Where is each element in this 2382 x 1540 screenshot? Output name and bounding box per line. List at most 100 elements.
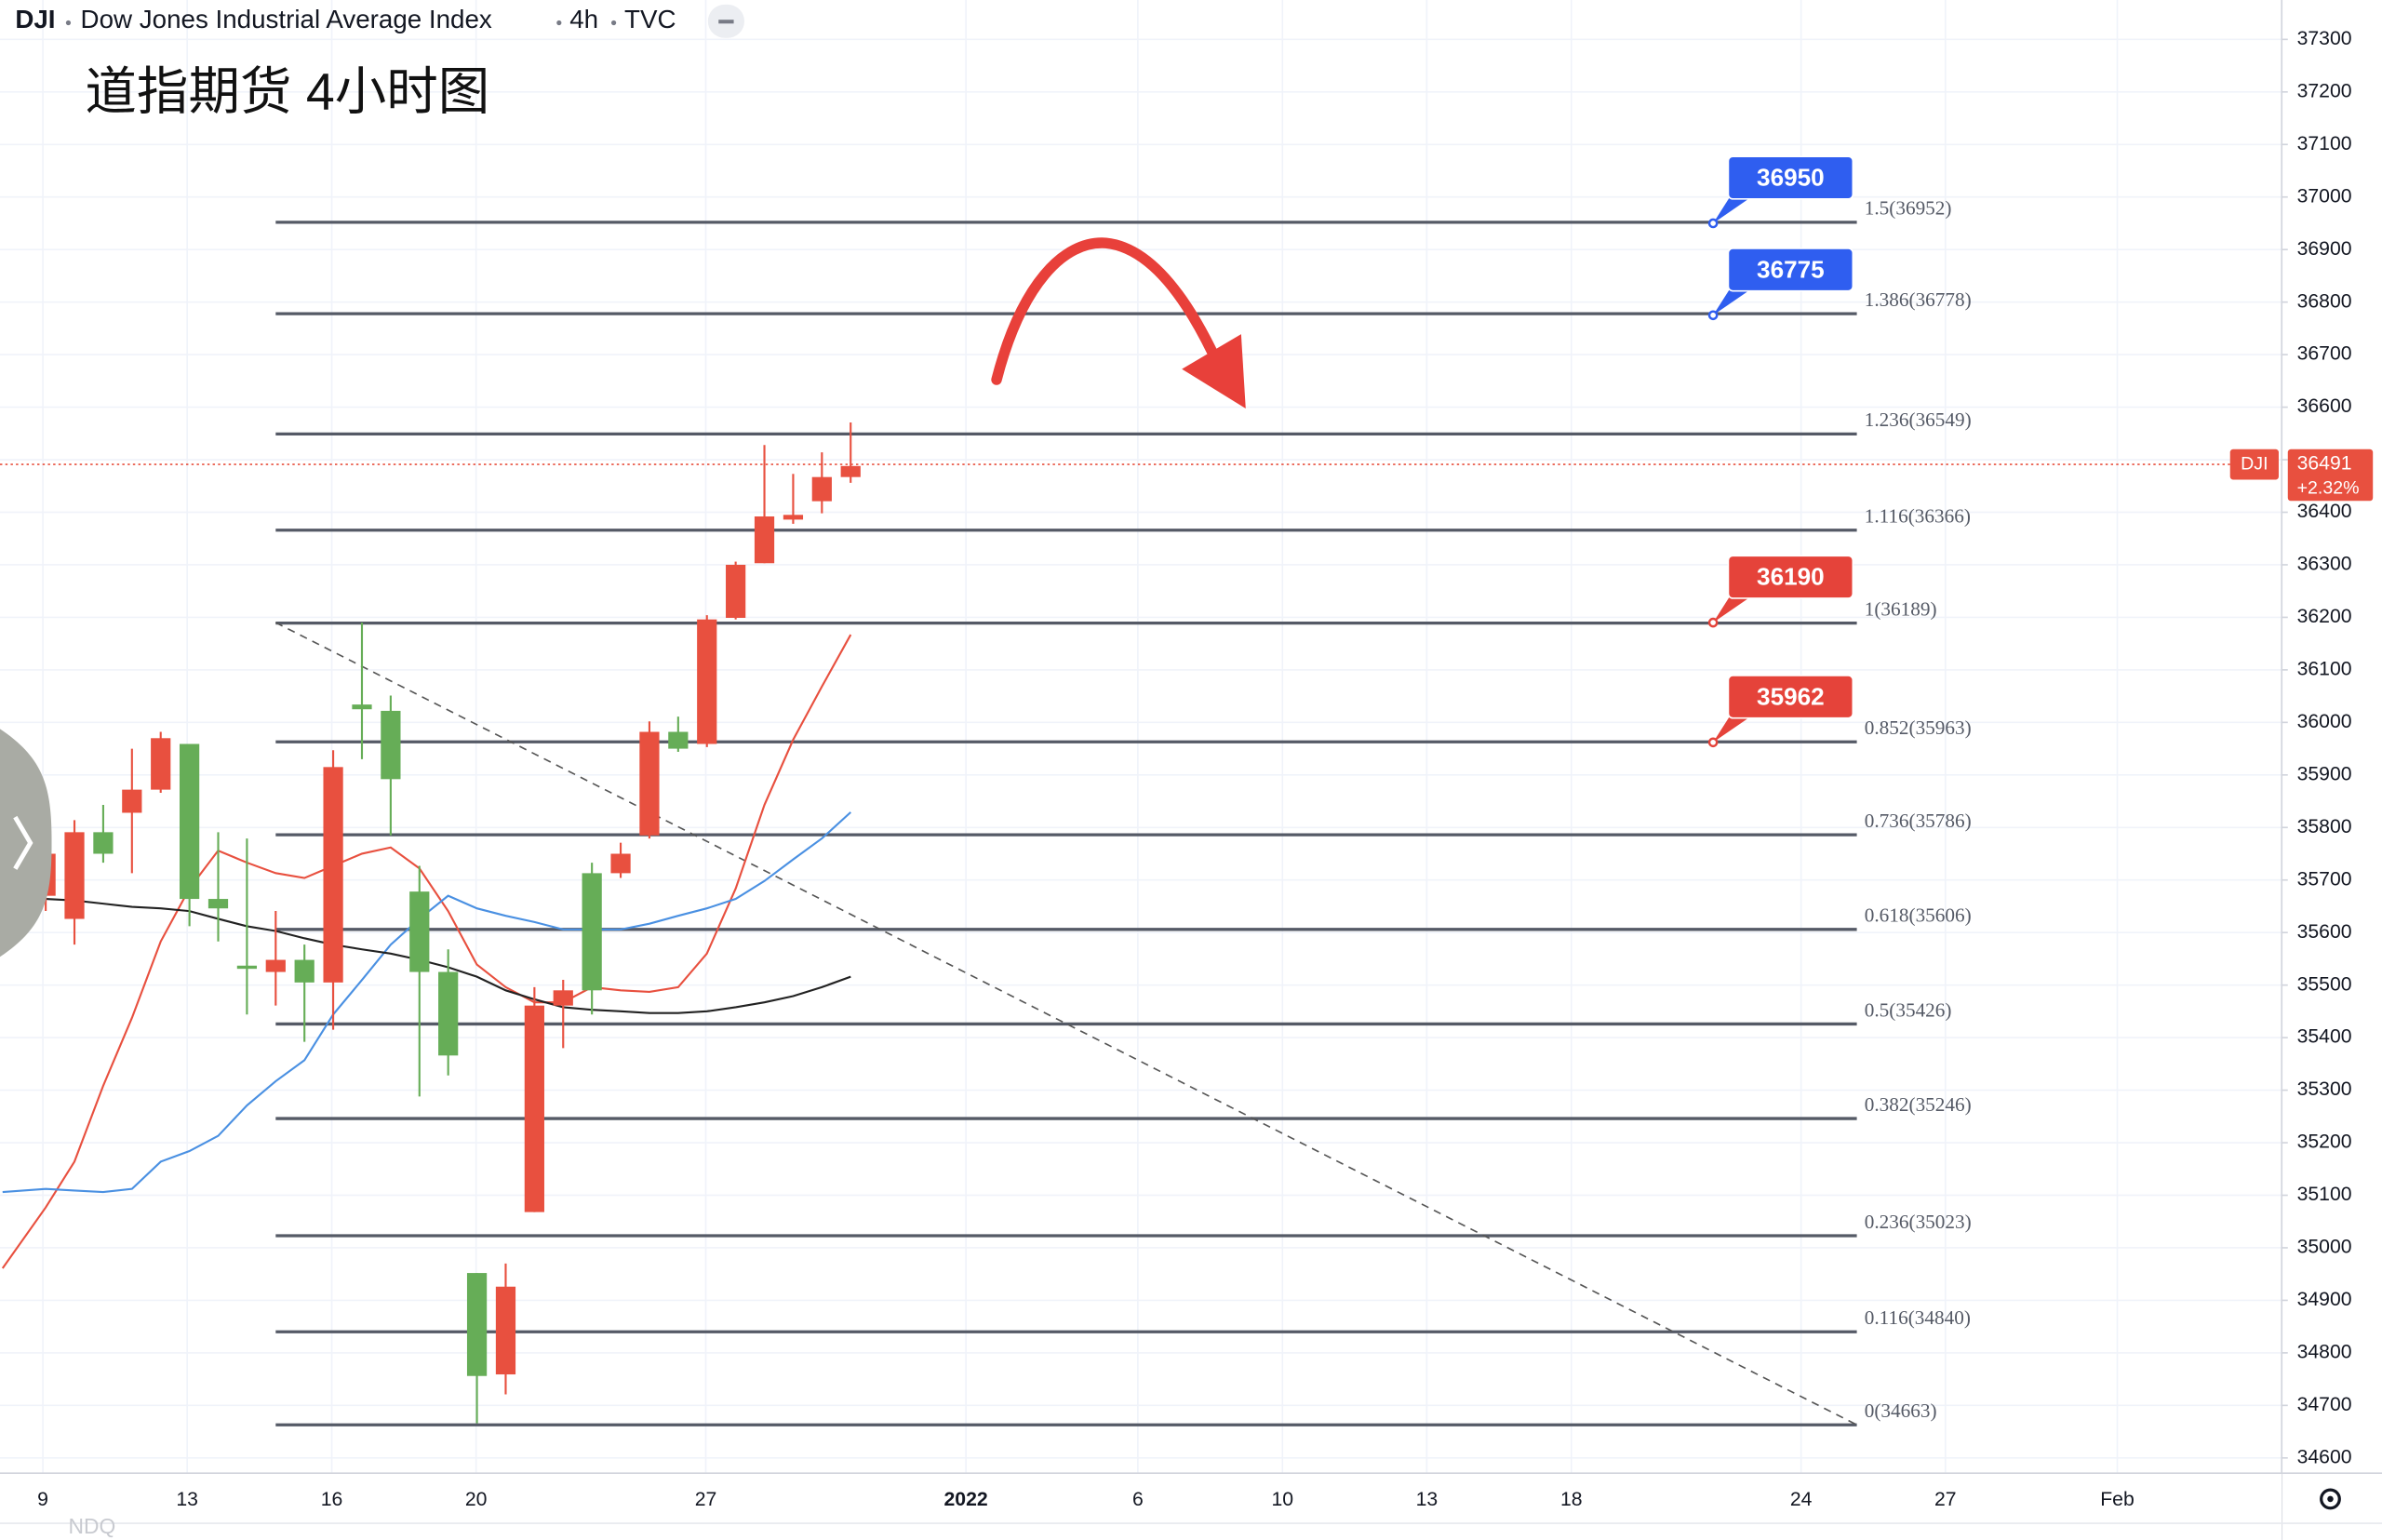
y-tick-label: 37200 [2297,80,2352,101]
separator [65,20,72,26]
candle-body [524,1005,544,1212]
fib-label: 0.852(35963) [1865,716,1972,739]
arrow-head [1182,334,1246,409]
time-axis [0,1473,2282,1540]
x-tick-label: 18 [1560,1489,1583,1510]
x-tick-label: 13 [1416,1489,1439,1510]
y-tick-label: 36900 [2297,238,2352,260]
y-tick-label: 35900 [2297,763,2352,784]
fib-label: 0.5(35426) [1865,998,1952,1021]
y-tick-label: 35100 [2297,1184,2352,1205]
side-tab-icon [13,815,33,870]
fib-label: 1.386(36778) [1865,288,1972,311]
y-tick-label: 37100 [2297,133,2352,154]
last-price-change: +2.32% [2297,477,2360,498]
callout-box [1727,675,1854,719]
candle-body [64,832,85,919]
y-tick-label: 35200 [2297,1132,2352,1153]
last-price-value: 36491 [2297,453,2352,475]
separator [610,20,617,26]
y-tick-label: 37300 [2297,28,2352,49]
callout-anchor [1707,218,1719,229]
annotation: 道指期货 4小时图 [85,62,489,120]
candle-body [466,1273,488,1376]
settings-icon-center [2327,1495,2334,1503]
x-tick-label: Feb [2100,1489,2134,1510]
y-tick-label: 34700 [2297,1394,2352,1415]
candle-body [179,743,200,900]
fib-label: 1.5(36952) [1865,197,1952,220]
candle-body [151,738,171,790]
arrow-annotation [991,237,1221,385]
plot-area: 1.5(36952) 1.386(36778) 1.236(36549) 1.116(… [0,155,2282,1426]
x-tick-label: 27 [1934,1489,1957,1510]
fib-label: 1(36189) [1865,597,1937,620]
callout-anchor [1707,737,1719,748]
y-tick-label: 34900 [2297,1289,2352,1310]
candle-body [582,873,602,991]
separator [556,20,562,26]
x-tick-label: 10 [1271,1489,1293,1510]
callout-anchor [1707,617,1719,628]
x-tick-label: 24 [1790,1489,1813,1510]
moving-average [2,811,852,1194]
candle-body [323,767,343,983]
settings-icon[interactable] [2320,1488,2341,1510]
candle-body [294,959,314,983]
interval: 4h [569,5,598,33]
y-tick-label: 36800 [2297,290,2352,312]
candle-body [93,832,114,854]
y-tick-label: 36700 [2297,343,2352,365]
candle-body [381,710,401,780]
callout-label: 36190 [1757,563,1825,591]
fib-label: 1.116(36366) [1865,505,1971,528]
candle-body [438,971,459,1056]
collapse-icon [718,20,734,24]
x-tick-label: 13 [176,1489,198,1510]
candle-body [639,731,660,836]
candle-body [207,899,229,909]
price-axis [2282,0,2382,1540]
callout-label: 36950 [1757,164,1825,192]
fib-label: 0.236(35023) [1865,1211,1972,1233]
y-tick-label: 36200 [2297,606,2352,627]
callout-box [1727,155,1854,200]
callout-box [1727,248,1854,292]
footer-label: NDQ [68,1514,115,1538]
callout-anchor [1707,310,1719,321]
candle-body [409,891,430,972]
candle-body [783,515,804,520]
candle-body [697,619,717,744]
y-tick-label: 35500 [2297,973,2352,995]
side-tab[interactable] [0,729,52,957]
y-tick-label: 36600 [2297,395,2352,417]
moving-average [1,634,852,1269]
y-tick-label: 37000 [2297,185,2352,207]
callout-box [1727,555,1854,599]
x-tick-label: 2022 [944,1489,988,1510]
y-tick-label: 35800 [2297,816,2352,837]
fib-label: 0.116(34840) [1865,1306,1971,1329]
candle-body [726,564,746,618]
y-tick-label: 36100 [2297,658,2352,679]
y-tick-label: 34800 [2297,1341,2352,1362]
grid [0,0,2282,1474]
x-tick-label: 16 [321,1489,343,1510]
exchange: TVC [624,5,676,33]
y-tick-label: 35400 [2297,1026,2352,1048]
y-tick-label: 35300 [2297,1078,2352,1100]
x-tick-label: 6 [1132,1489,1144,1510]
candle-body [840,465,861,477]
candle-body [610,853,631,874]
y-tick-label: 35000 [2297,1237,2352,1258]
fib-label: 0(34663) [1865,1399,1937,1422]
fib-label: 0.382(35246) [1865,1093,1972,1116]
symbol: DJI [15,5,55,33]
candle-body [495,1286,516,1375]
candle-body [236,965,258,970]
candle-body [122,789,142,813]
y-tick-label: 36300 [2297,554,2352,575]
trendline [274,622,1857,1426]
